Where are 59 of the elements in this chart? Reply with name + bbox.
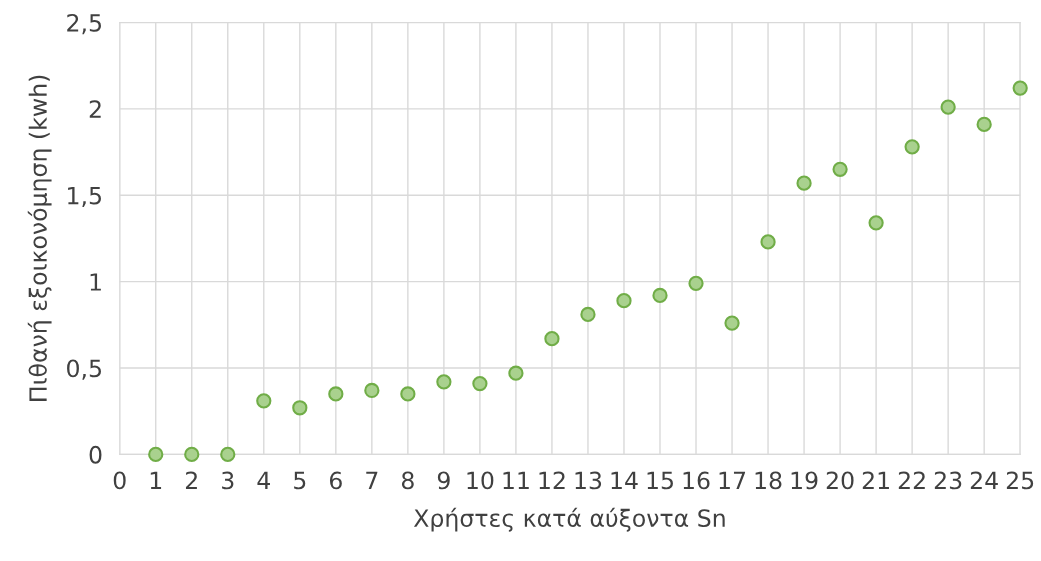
x-tick-label: 11: [503, 471, 529, 490]
point: [580, 306, 596, 323]
x-tick-label: 19: [791, 471, 818, 490]
x-tick-label: 25: [1006, 471, 1034, 490]
x-tick-label: 4: [257, 471, 270, 490]
point: [796, 175, 812, 191]
x-tick-label: 24: [970, 471, 998, 490]
x-axis-title: Χρήστες κατά αύξοντα Sn: [413, 507, 725, 532]
x-tick-label: 1: [150, 471, 162, 490]
point: [688, 275, 704, 291]
x-tick-label: 21: [862, 471, 889, 490]
x-tick-label: 17: [719, 471, 746, 490]
x-tick-label: 16: [683, 471, 710, 490]
point: [400, 386, 416, 402]
point: [616, 293, 632, 309]
y-tick-label: 0: [89, 445, 102, 464]
x-tick-label: 23: [934, 471, 962, 490]
x-tick-label: 13: [575, 471, 602, 490]
point: [472, 375, 488, 392]
x-tick-label: 9: [437, 471, 450, 490]
point: [220, 446, 236, 463]
point: [760, 234, 776, 250]
x-tick-label: 2: [185, 471, 197, 490]
point: [184, 446, 200, 463]
y-tick-label: 2,5: [67, 13, 101, 35]
x-tick-label: 18: [755, 471, 782, 490]
x-tick-label: 15: [647, 471, 673, 490]
point: [544, 331, 560, 347]
point: [904, 139, 920, 155]
point: [940, 99, 956, 115]
point: [328, 386, 344, 402]
x-tick-label: 10: [467, 471, 494, 490]
y-tick-label: 2: [89, 100, 101, 118]
x-tick-label: 20: [826, 471, 854, 490]
y-tick-label: 1,5: [68, 186, 101, 207]
point: [436, 374, 452, 390]
y-tick-label: 1: [90, 273, 101, 291]
point: [868, 215, 884, 231]
point: [832, 161, 848, 177]
x-tick-label: 5: [294, 471, 306, 490]
y-tick-label: 0,5: [67, 359, 101, 380]
point: [976, 116, 992, 133]
point: [148, 446, 164, 463]
x-tick-label: 7: [366, 471, 378, 490]
point: [652, 287, 668, 304]
x-tick-label: 6: [329, 471, 342, 490]
point: [508, 365, 524, 381]
point: [724, 315, 740, 331]
x-tick-label: 14: [611, 471, 638, 490]
point: [364, 382, 380, 399]
x-tick-label: 22: [898, 471, 925, 490]
x-tick-label: 12: [539, 471, 565, 490]
point: [256, 393, 272, 409]
y-axis-title: Πιθανή εξοικονόμηση (kwh): [27, 75, 52, 401]
point: [292, 400, 308, 416]
x-tick-label: 0: [113, 471, 126, 490]
point: [1012, 80, 1028, 96]
x-tick-label: 3: [222, 471, 234, 490]
x-tick-label: 8: [401, 471, 414, 490]
